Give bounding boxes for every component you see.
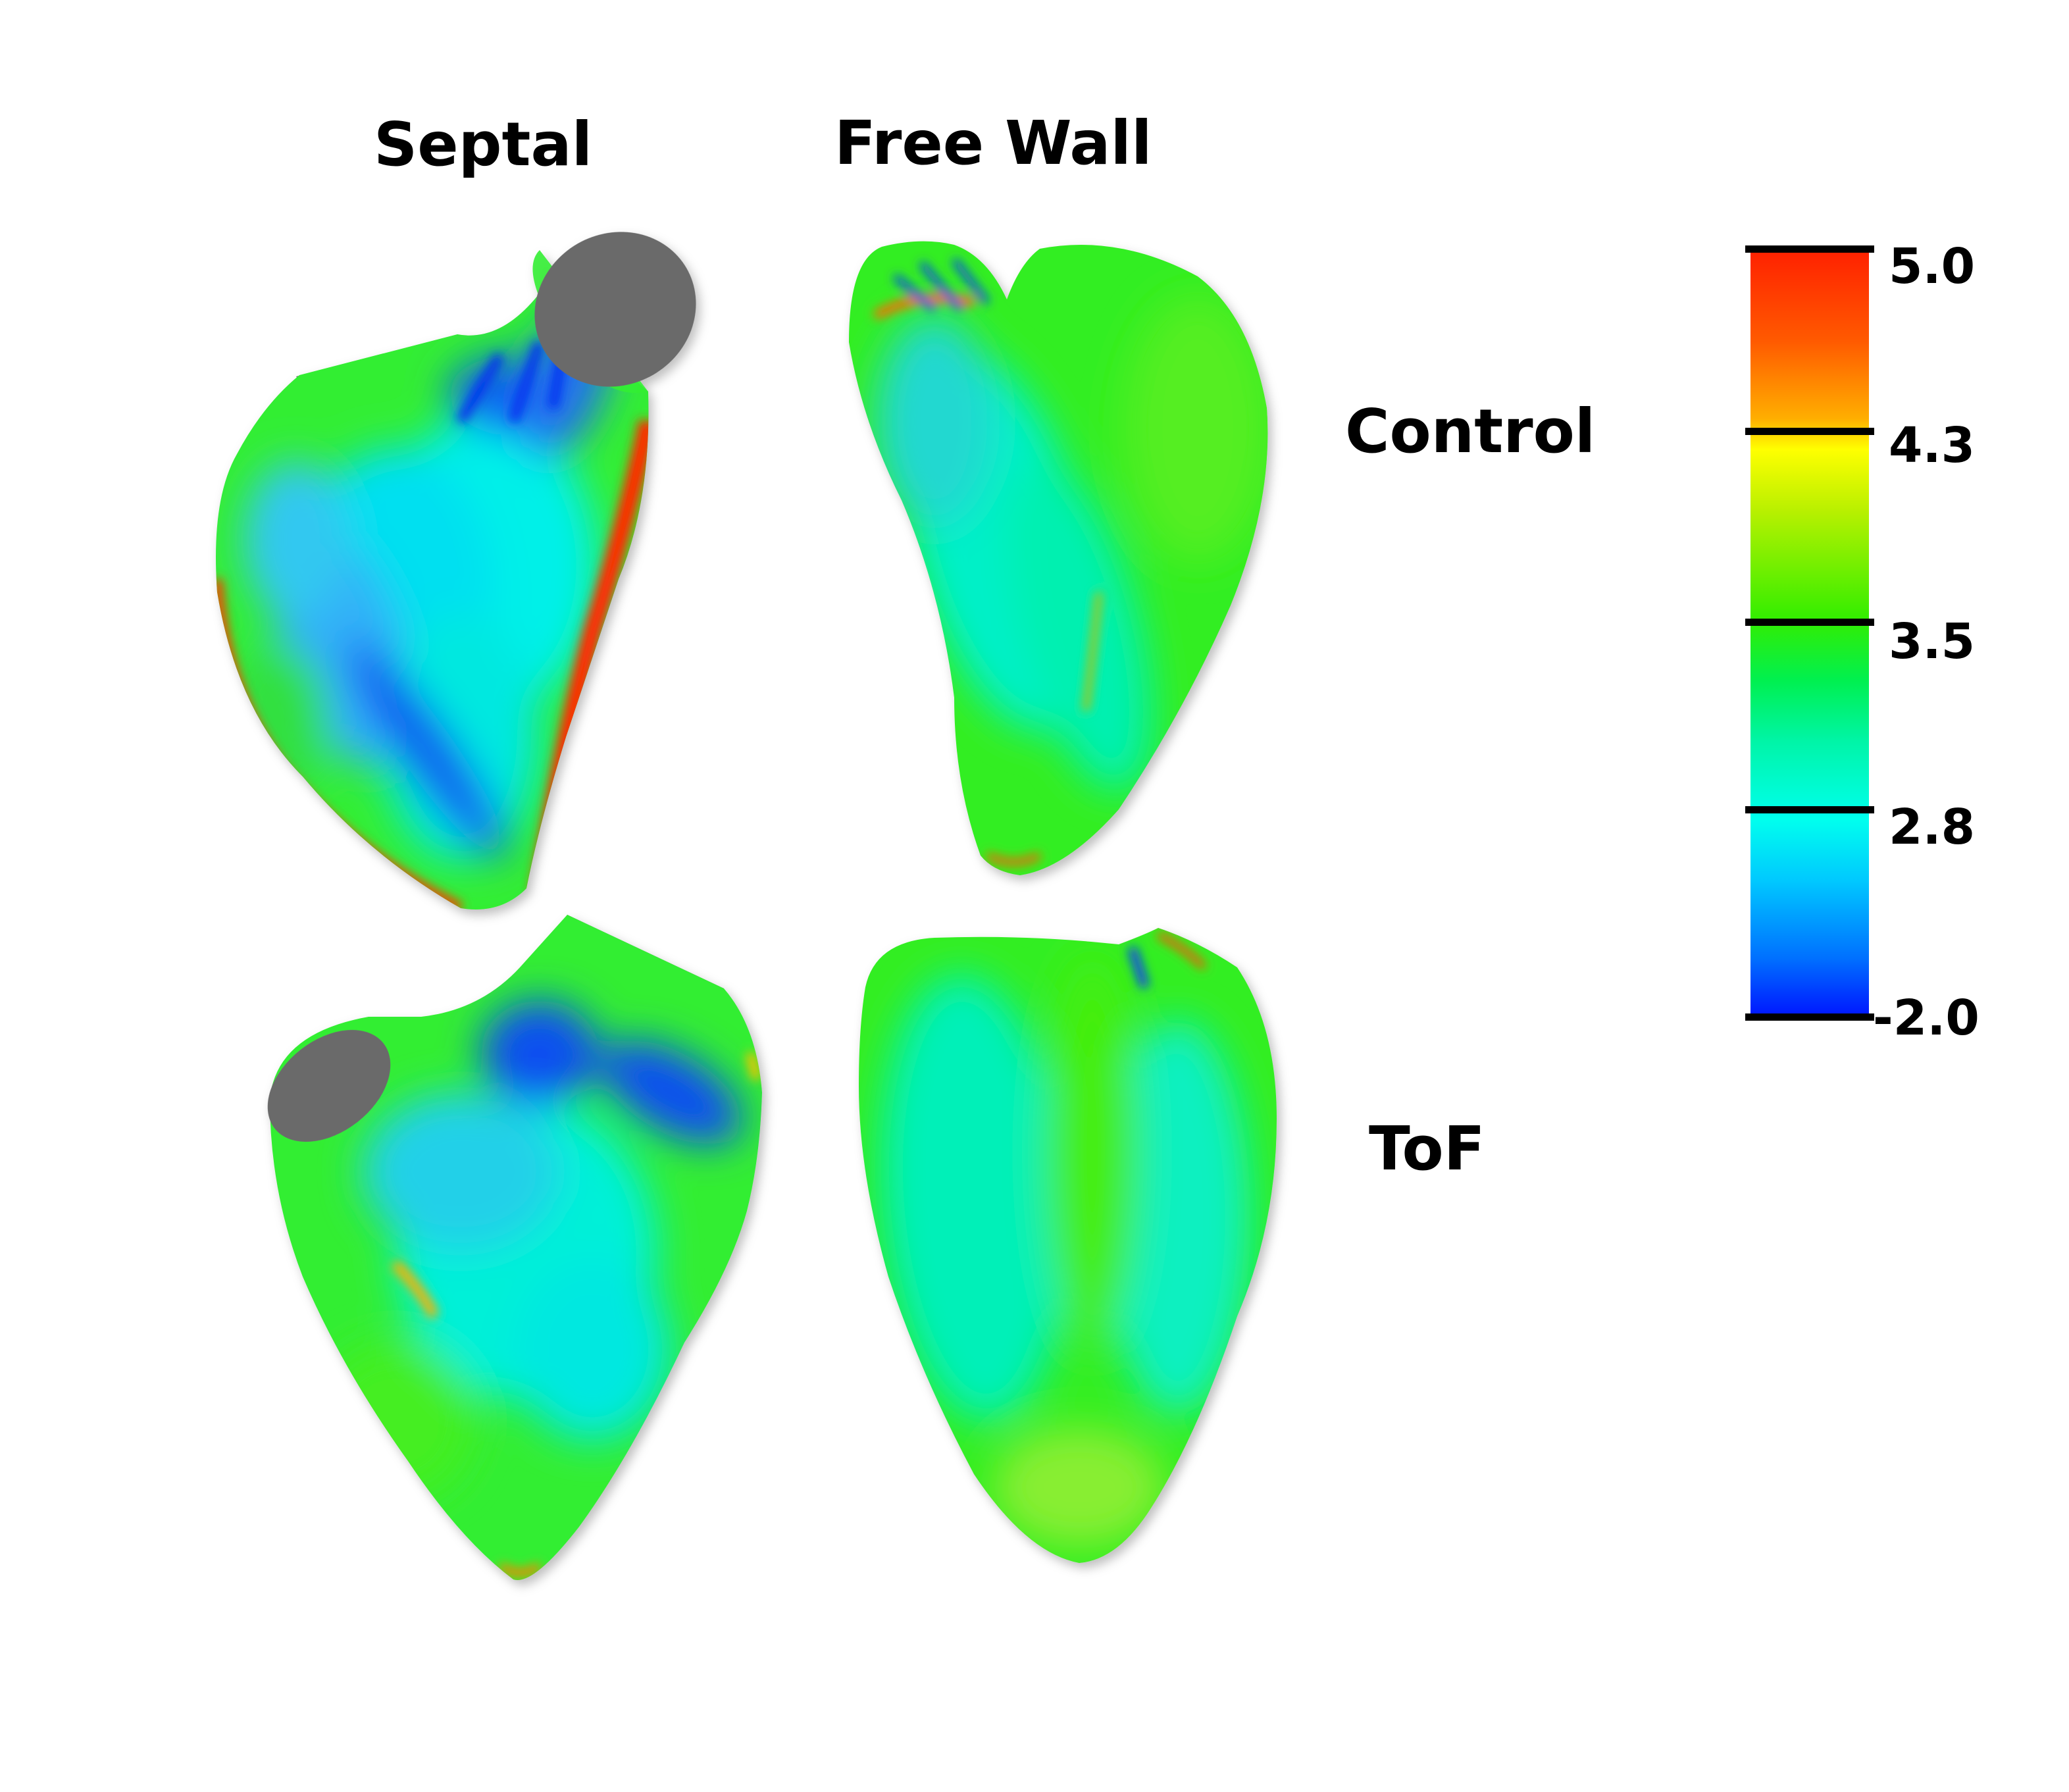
column-label-septal: Septal [374,109,593,180]
colorbar-tick-label: 5.0 [1889,238,1976,295]
color-scale-bar [1750,249,1869,1020]
colorbar-tick-line [1745,619,1874,626]
colorbar-tick-label: 4.3 [1889,417,1976,474]
row-label-tof: ToF [1369,1114,1485,1184]
colorbar-tick-line [1745,428,1874,435]
colorbar-tick-label: 3.5 [1889,613,1976,670]
colorbar-tick-line [1745,806,1874,813]
heart-septal-control [216,232,696,909]
row-label-control: Control [1345,396,1596,467]
valve-cap-septal-tof [267,1030,391,1142]
heart-free-wall-control [849,241,1268,876]
heart-free-wall-tof [859,928,1277,1563]
colorbar-tick-label: 2.8 [1889,799,1976,856]
colorbar-tick-label: -2.0 [1873,990,1980,1046]
valve-cap-septal-control [534,232,696,387]
column-label-free-wall: Free Wall [834,108,1152,178]
colorbar-tick-line [1745,1013,1874,1021]
heart-septal-tof [267,915,762,1580]
colorbar-tick-line [1745,245,1874,253]
